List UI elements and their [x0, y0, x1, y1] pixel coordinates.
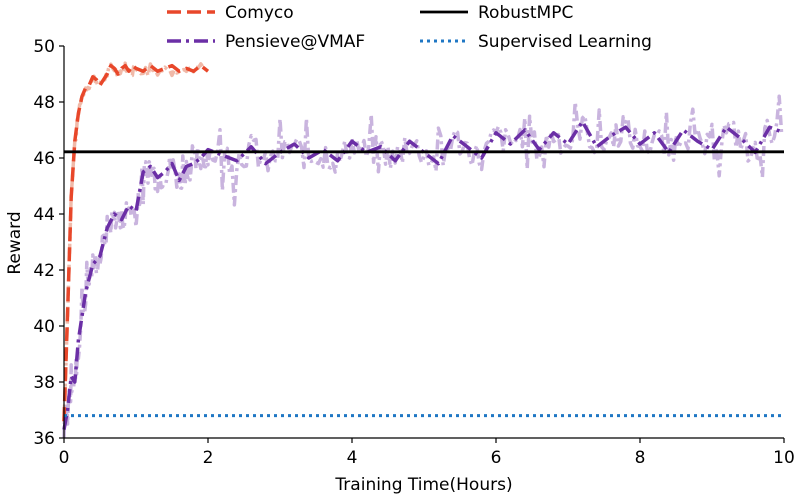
legend-label-supervised-learning: Supervised Learning: [478, 32, 652, 52]
comyco-line: [62, 63, 210, 422]
x-tick-label: 6: [491, 448, 502, 468]
y-tick-label: 50: [33, 37, 55, 57]
x-tick-label: 2: [203, 448, 214, 468]
x-axis-label: Training Time(Hours): [334, 475, 512, 495]
legend-label-pensieve-vmaf: Pensieve@VMAF: [225, 32, 365, 52]
y-tick-label: 48: [33, 93, 55, 113]
y-tick-label: 36: [33, 429, 55, 449]
legend: Comyco Pensieve@VMAF RobustMPC Supervised L…: [167, 3, 652, 52]
x-tick-label: 0: [59, 448, 70, 468]
y-tick-label: 42: [33, 261, 55, 281]
x-tick-label: 8: [635, 448, 646, 468]
y-tick-label: 44: [33, 205, 55, 225]
y-tick-label: 46: [33, 149, 55, 169]
y-tick-label: 38: [33, 373, 55, 393]
y-axis-label: Reward: [5, 211, 25, 274]
pensieve-vmaf-raw-trace: [62, 94, 784, 439]
comyco-raw-trace: [62, 61, 207, 422]
series-lines: [62, 63, 785, 430]
pensieve-raw-noise: [62, 61, 784, 439]
legend-label-robustmpc: RobustMPC: [478, 3, 573, 23]
axes: [59, 45, 785, 443]
x-tick-label: 10: [773, 448, 795, 468]
legend-label-comyco: Comyco: [225, 3, 294, 23]
x-tick-label: 4: [347, 448, 358, 468]
pensieve-vmaf-line: [62, 119, 785, 430]
y-tick-label: 40: [33, 317, 55, 337]
